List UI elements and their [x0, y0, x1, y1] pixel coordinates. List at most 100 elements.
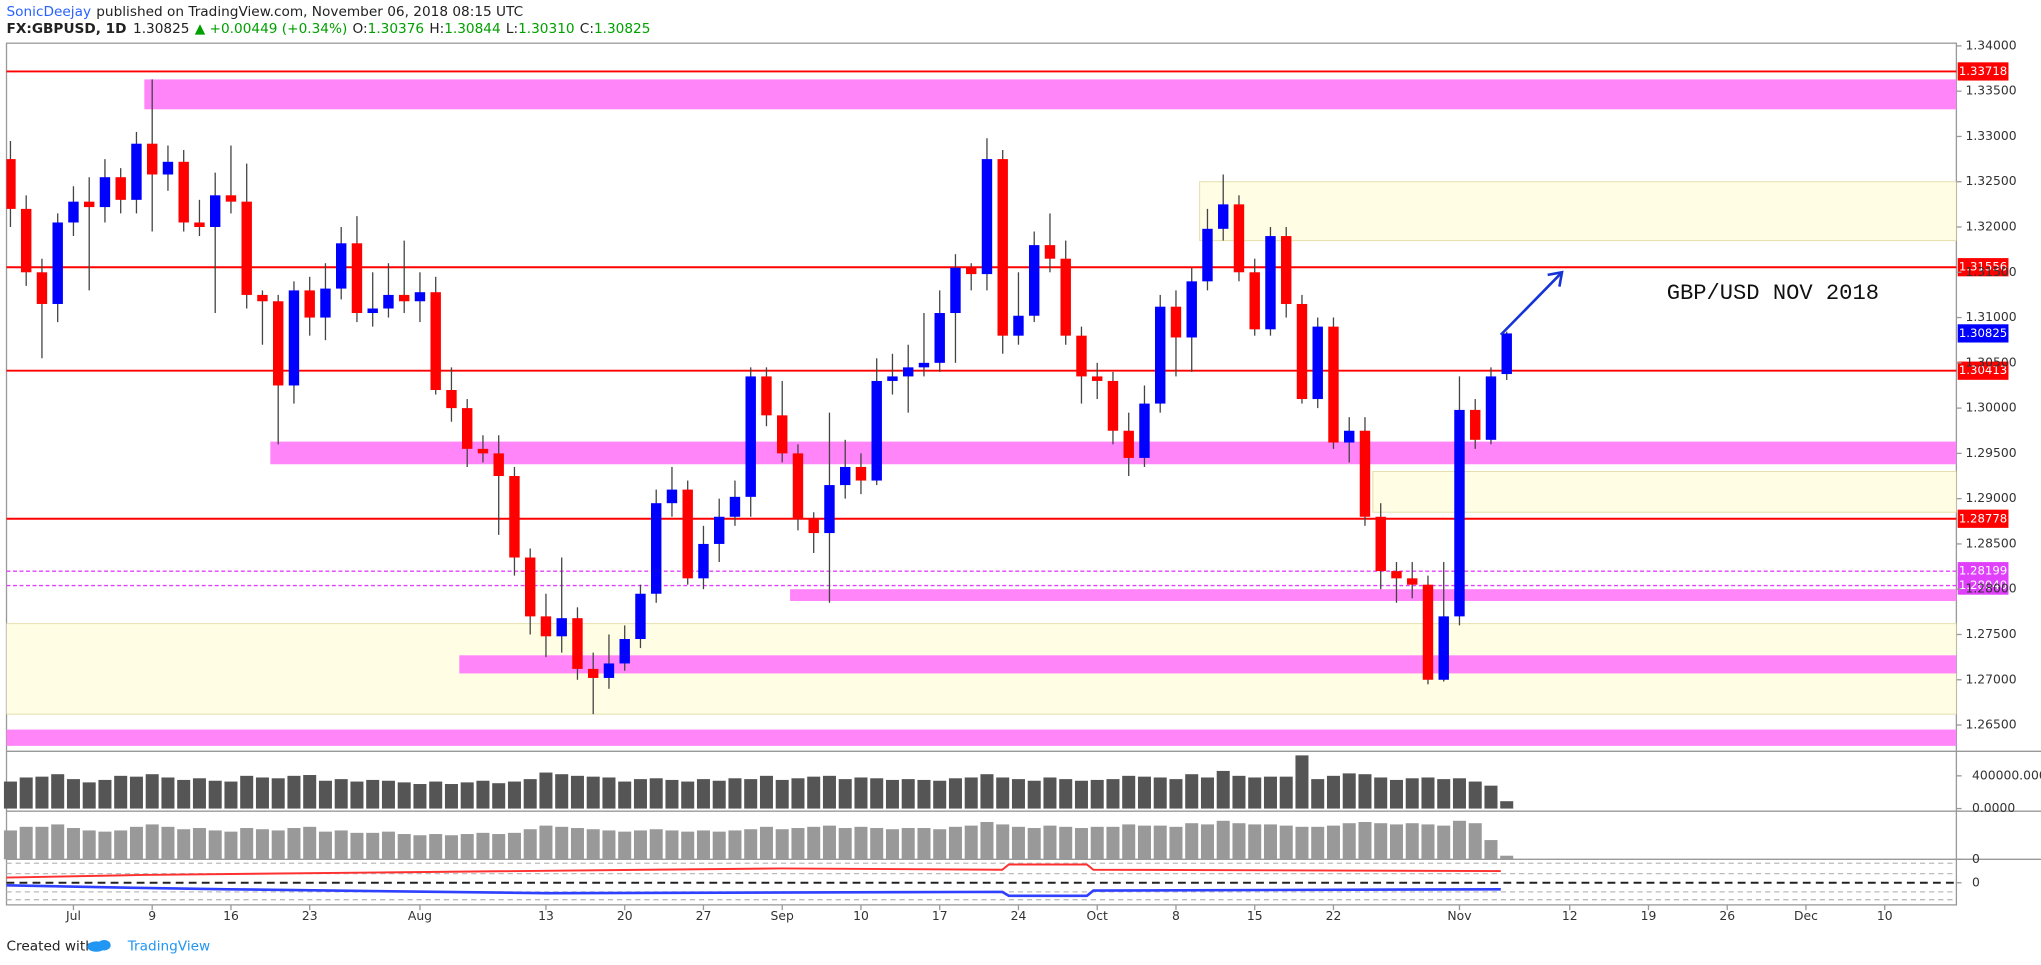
indicator-bar	[1405, 823, 1419, 860]
volume-bar	[413, 784, 427, 809]
x-tick-label: Sep	[771, 909, 794, 923]
indicator-bar	[1326, 825, 1340, 860]
indicator-bar	[129, 826, 143, 860]
volume-bar	[1452, 778, 1466, 809]
indicator-bar	[1342, 823, 1356, 860]
y-tick-label: 1.34000	[1966, 38, 2017, 52]
x-tick-label: 20	[617, 909, 633, 923]
quote-value: 1.30825	[594, 21, 650, 37]
volume-bar	[240, 775, 254, 809]
volume-bar	[618, 781, 632, 809]
volume-bar	[980, 774, 994, 809]
indicator-bar	[19, 826, 33, 860]
volume-bar	[539, 772, 553, 809]
candle-body	[682, 489, 693, 579]
change: ▲ +0.00449 (+0.34%)	[195, 21, 348, 37]
candle-body	[1501, 333, 1512, 375]
indicator-bar	[1074, 828, 1088, 860]
volume-bar	[1248, 777, 1262, 809]
candle-body	[1092, 376, 1103, 381]
candle-body	[1485, 376, 1497, 440]
indicator-bar	[114, 830, 128, 860]
indicator-bar	[1295, 826, 1309, 860]
tv-logo	[87, 940, 111, 952]
volume-bar	[507, 781, 521, 809]
candle-body	[1296, 303, 1308, 400]
y-tick-label: 1.27500	[1966, 627, 2017, 641]
candle-body	[304, 290, 315, 318]
volume-bar	[114, 775, 128, 809]
volume-bar	[177, 779, 191, 809]
volume-bar	[665, 779, 679, 809]
volume-bar	[1389, 779, 1403, 809]
quote-label: O:	[353, 21, 368, 37]
volume-bar	[854, 777, 868, 809]
candle-body	[477, 448, 489, 454]
indicator-bar	[649, 829, 663, 860]
volume-bar	[3, 781, 17, 809]
indicator-bar	[161, 826, 175, 860]
x-tick-label: Nov	[1447, 909, 1471, 923]
indicator-bar	[429, 834, 443, 860]
candle-body	[209, 195, 221, 228]
candle-body	[1029, 245, 1040, 316]
indicator-bar	[35, 826, 49, 860]
candle-body	[540, 616, 552, 637]
candle-body	[99, 177, 111, 208]
candle-body	[335, 243, 347, 289]
candle-body	[367, 308, 378, 314]
indicator-bar	[381, 831, 395, 860]
indicator-bar	[1137, 825, 1151, 860]
arrow-shaft	[1499, 271, 1563, 336]
y-tick-label: 0	[1972, 875, 1980, 889]
indicator-bar	[523, 829, 537, 860]
x-tick-label: 26	[1719, 909, 1735, 923]
indicator-bar	[791, 828, 805, 860]
volume-bar	[996, 777, 1010, 809]
x-axis: Jul 9 16 23 Aug 13 20 27 Sep 10 17 24 Oct 8 15 22 Nov 12 1…	[65, 904, 1956, 923]
candle-body	[194, 222, 205, 228]
volume-bar	[523, 779, 537, 809]
volume-bar	[555, 774, 569, 809]
candle-body	[1170, 306, 1182, 338]
indicator-bar	[192, 828, 206, 860]
candle-body	[619, 639, 630, 664]
level-label: 1.28199	[1959, 564, 2007, 578]
candle-body	[651, 503, 662, 594]
indicator-bar	[271, 830, 285, 860]
candle-body	[745, 376, 756, 497]
indicator-bar	[145, 824, 159, 860]
indicator-bar	[728, 830, 742, 860]
candle-body	[115, 177, 126, 200]
volume-bar	[1326, 775, 1340, 809]
y-tick-label: 1.29000	[1966, 491, 2017, 505]
candle-body	[1233, 204, 1245, 273]
indicator-bar	[996, 824, 1010, 860]
x-tick-label: 15	[1247, 909, 1263, 923]
x-tick-label: 27	[696, 909, 712, 923]
last-price-label: 1.30825	[1959, 326, 2007, 340]
candle-body	[855, 466, 867, 481]
y-tick-label: 1.28000	[1966, 582, 2017, 596]
x-tick-label: 24	[1011, 909, 1027, 923]
y-tick-label: 1.30500	[1966, 355, 2017, 369]
indicator-bar	[1421, 824, 1435, 860]
volume-bar	[381, 780, 395, 809]
y-tick-label: 1.33500	[1966, 84, 2017, 98]
volume-bar	[633, 779, 647, 809]
candle-body	[1375, 516, 1386, 572]
indicator-bar	[1452, 820, 1466, 860]
candle-body	[1044, 245, 1056, 259]
candle-body	[840, 466, 851, 486]
indicator-bar	[1122, 824, 1136, 860]
volume-bar	[917, 779, 931, 809]
candle-body	[1312, 326, 1323, 400]
indicator-bar	[334, 830, 348, 860]
indicator-bar	[775, 829, 789, 860]
indicator-bar	[1311, 826, 1325, 860]
indicator-bar	[980, 822, 994, 860]
zone	[6, 729, 1957, 746]
candle-body	[383, 294, 394, 309]
y-tick-label: 1.31500	[1966, 265, 2017, 279]
level-label: 1.33718	[1959, 64, 2007, 78]
